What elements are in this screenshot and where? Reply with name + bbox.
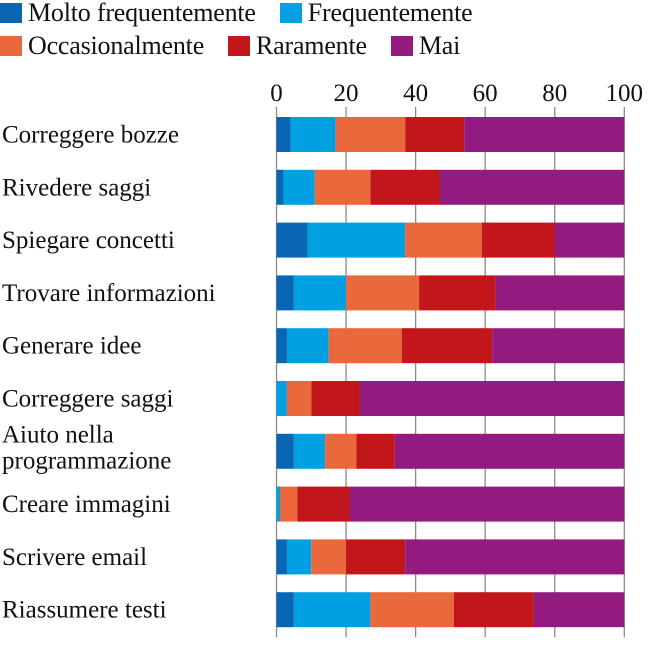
bar-segment (356, 433, 395, 469)
bar-segment (276, 117, 291, 152)
category-label: Aiuto nella programmazione (2, 421, 171, 474)
bar-segment (325, 433, 357, 469)
bar-segment (276, 169, 284, 205)
category-label: Rivedere saggi (2, 174, 151, 201)
legend-item-frequentemente: Frequentemente (279, 0, 473, 27)
bar-segment (283, 169, 315, 205)
bar-segment (439, 169, 625, 205)
category-label: Scrivere email (2, 544, 147, 571)
bar-segment (276, 275, 294, 311)
bar-segment (293, 592, 371, 628)
legend-label-occasionalmente: Occasionalmente (28, 31, 205, 60)
legend-row-1: Molto frequentemente Frequentemente (0, 0, 482, 26)
bar-segment (464, 117, 625, 152)
bar-segment (370, 169, 440, 205)
bar-segment (276, 539, 287, 575)
x-tick-label-20: 20 (334, 80, 359, 107)
bar-segment (297, 486, 350, 522)
bar-segment (328, 328, 402, 364)
x-tick-label-80: 80 (542, 80, 567, 107)
category-label: Correggere saggi (2, 386, 174, 413)
bar-segment (279, 486, 298, 522)
x-axis-tick-labels: 0 20 40 60 80 100 (270, 80, 643, 107)
bar-segment (311, 381, 360, 416)
legend-item-raramente: Raramente (228, 33, 367, 59)
bar-segment (495, 275, 625, 311)
legend-label-mai: Mai (418, 31, 461, 60)
category-label: Riassumere testi (2, 597, 167, 624)
legend-item-mai: Mai (390, 31, 461, 60)
bar-segment (286, 381, 312, 416)
x-tick-label-0: 0 (270, 80, 283, 107)
bar-segment (492, 328, 625, 364)
category-label: Trovare informazioni (2, 280, 216, 307)
bar-segment (276, 222, 308, 258)
bar-segment (307, 222, 406, 258)
legend-swatch-occasionalmente (0, 36, 22, 56)
bar-segment (293, 275, 347, 311)
legend-label-raramente: Raramente (256, 31, 367, 60)
legend-label-frequentemente: Frequentemente (307, 0, 473, 27)
bar-segment (405, 117, 465, 152)
x-tick-label-60: 60 (473, 80, 498, 107)
bar-segment (481, 222, 555, 258)
bar-segment (276, 433, 294, 469)
legend-swatch-mai (390, 36, 413, 56)
bar-segment (286, 328, 329, 364)
legend-label-molto-frequentemente: Molto frequentemente (28, 0, 256, 27)
bar-segment (359, 381, 625, 416)
category-labels: Correggere bozze Rivedere saggi Spiegare c… (2, 122, 216, 624)
bar-segment (405, 222, 482, 258)
category-label: Spiegare concetti (2, 227, 175, 254)
legend-swatch-molto-frequentemente (0, 3, 22, 23)
legend-row-2: Occasionalmente Raramente Mai (0, 33, 470, 59)
bar-segment (419, 275, 496, 311)
category-label-line: Aiuto nella (2, 421, 114, 448)
bars (276, 117, 625, 628)
bar-segment (533, 592, 625, 628)
category-label: Creare immagini (2, 491, 171, 518)
category-label: Correggere bozze (2, 122, 179, 149)
legend-swatch-raramente (228, 36, 251, 56)
bar-segment (276, 592, 294, 628)
bar-segment (286, 539, 312, 575)
bar-segment (290, 117, 336, 152)
bar-segment (276, 328, 287, 364)
bar-segment (276, 486, 280, 522)
x-tick-label-100: 100 (606, 80, 644, 107)
bar-segment (453, 592, 534, 628)
bar-segment (293, 433, 326, 469)
bar-segment (394, 433, 625, 469)
bar-segment (346, 275, 420, 311)
bar-segment (349, 486, 625, 522)
bar-segment (311, 539, 347, 575)
bar-segment (370, 592, 454, 628)
x-tick-label-40: 40 (403, 80, 428, 107)
legend-item-occasionalmente: Occasionalmente (0, 33, 204, 59)
bar-segment (346, 539, 406, 575)
bar-segment (554, 222, 625, 258)
bar-segment (335, 117, 406, 152)
bar-segment (276, 381, 287, 416)
legend-swatch-frequentemente (279, 3, 302, 23)
bar-segment (314, 169, 371, 205)
category-label: Generare idee (2, 333, 141, 360)
bar-segment (401, 328, 493, 364)
legend-item-molto-frequentemente: Molto frequentemente (0, 0, 256, 26)
category-label-line: programmazione (2, 447, 171, 474)
bar-segment (405, 539, 625, 575)
